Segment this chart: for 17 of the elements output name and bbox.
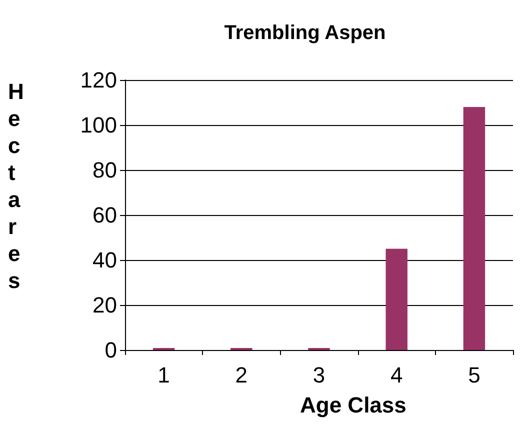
y-axis-title: Hectares bbox=[8, 79, 24, 293]
x-tick-label: 3 bbox=[312, 362, 326, 388]
x-axis-title: Age Class bbox=[300, 392, 406, 418]
y-tick-label: 120 bbox=[80, 68, 117, 92]
x-tick-label: 1 bbox=[158, 362, 170, 388]
x-tick-label: 5 bbox=[468, 362, 480, 388]
x-tick-label: 2 bbox=[235, 362, 248, 388]
x-tick-label: 4 bbox=[390, 362, 403, 388]
y-tick-label: 0 bbox=[104, 338, 117, 362]
chart-title: Trembling Aspen bbox=[224, 22, 386, 44]
bar bbox=[386, 248, 408, 350]
y-tick-label: 40 bbox=[92, 248, 117, 272]
y-tick-label: 20 bbox=[92, 292, 117, 318]
bar bbox=[463, 107, 486, 350]
y-tick-label: 60 bbox=[92, 202, 117, 228]
y-tick-label: 80 bbox=[92, 158, 117, 182]
y-tick-label: 100 bbox=[80, 112, 117, 138]
